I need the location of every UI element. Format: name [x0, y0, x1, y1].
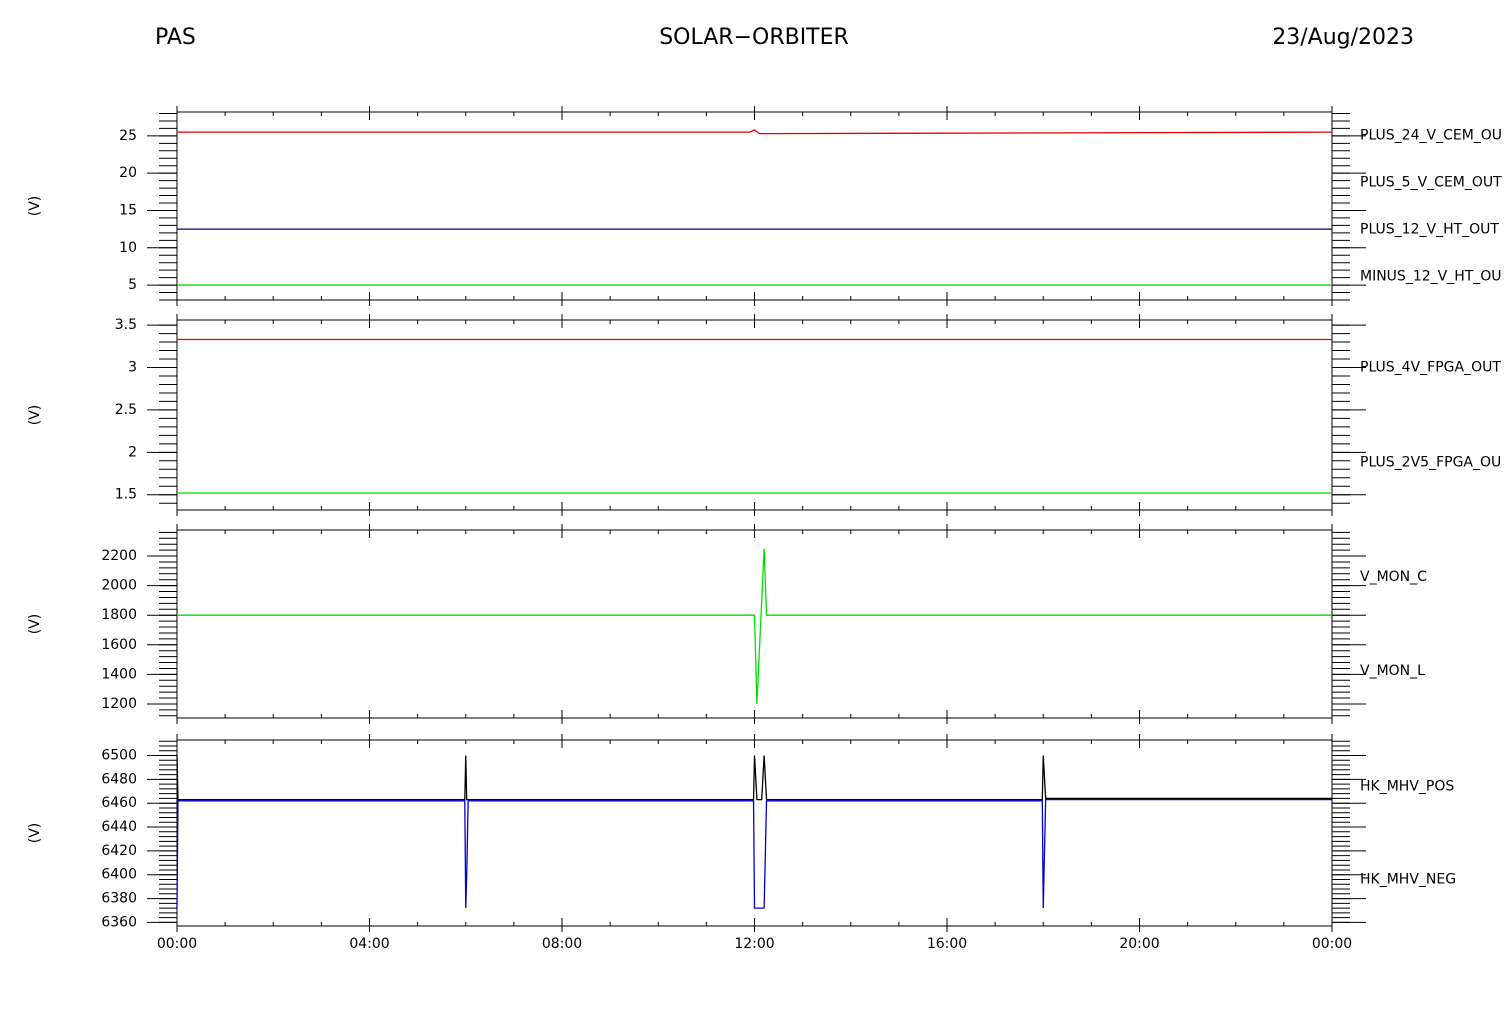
plot-frame — [176, 111, 1333, 301]
legend-label: PLUS_5_V_CEM_OUT — [1360, 175, 1502, 191]
y-tick-label: 3 — [128, 360, 137, 376]
y-tick-label: 1200 — [101, 696, 137, 712]
y-tick-label: 10 — [119, 240, 137, 256]
x-tick-label: 00:00 — [1312, 936, 1352, 952]
y-tick-label: 6480 — [101, 771, 137, 787]
plot-frame — [176, 319, 1333, 511]
y-tick-label: 15 — [119, 202, 137, 218]
x-tick-label: 20:00 — [1119, 936, 1159, 952]
y-tick-label: 1400 — [101, 666, 137, 682]
series-line — [176, 798, 1332, 909]
legend-label: V_MON_C — [1360, 569, 1427, 585]
y-axis-label: (V) — [27, 614, 43, 635]
y-tick-label: 1600 — [101, 637, 137, 653]
y-tick-label: 6400 — [101, 867, 137, 883]
y-tick-label: 6360 — [101, 914, 137, 930]
legend-label: HK_MHV_POS — [1360, 779, 1454, 795]
y-tick-label: 2200 — [101, 548, 137, 564]
x-tick-label: 00:00 — [157, 936, 197, 952]
y-tick-label: 5 — [128, 277, 137, 293]
y-tick-label: 25 — [119, 128, 137, 144]
legend-label: V_MON_L — [1360, 663, 1425, 679]
y-tick-label: 20 — [119, 165, 137, 181]
y-tick-label: 6500 — [101, 748, 137, 764]
y-tick-label: 1.5 — [115, 487, 137, 503]
series-line — [176, 755, 1332, 801]
y-tick-label: 6380 — [101, 891, 137, 907]
x-tick-label: 12:00 — [734, 936, 774, 952]
legend-label: PLUS_24_V_CEM_OU — [1360, 128, 1502, 144]
y-tick-label: 6460 — [101, 795, 137, 811]
legend-label: MINUS_12_V_HT_OU — [1360, 269, 1502, 285]
legend-label: PLUS_12_V_HT_OUT — [1360, 222, 1499, 238]
series-line — [177, 129, 1333, 135]
header-right: 23/Aug/2023 — [1272, 25, 1414, 50]
series-line — [177, 548, 1332, 704]
header-left: PAS — [155, 25, 196, 50]
y-tick-label: 2.5 — [115, 402, 137, 418]
y-tick-label: 2000 — [101, 578, 137, 594]
y-axis-label: (V) — [27, 196, 43, 217]
y-axis-label: (V) — [27, 405, 43, 426]
x-tick-label: 04:00 — [349, 936, 389, 952]
y-axis-label: (V) — [27, 823, 43, 844]
x-tick-label: 08:00 — [542, 936, 582, 952]
y-tick-label: 3.5 — [115, 317, 137, 333]
header-center: SOLAR−ORBITER — [659, 25, 849, 50]
y-tick-label: 6440 — [101, 819, 137, 835]
legend-label: PLUS_2V5_FPGA_OU — [1360, 455, 1501, 471]
y-tick-label: 2 — [128, 444, 137, 460]
y-tick-label: 1800 — [101, 607, 137, 623]
legend-label: HK_MHV_NEG — [1360, 872, 1456, 888]
x-tick-label: 16:00 — [927, 936, 967, 952]
y-tick-label: 6420 — [101, 843, 137, 859]
legend-label: PLUS_4V_FPGA_OUT — [1360, 360, 1501, 376]
